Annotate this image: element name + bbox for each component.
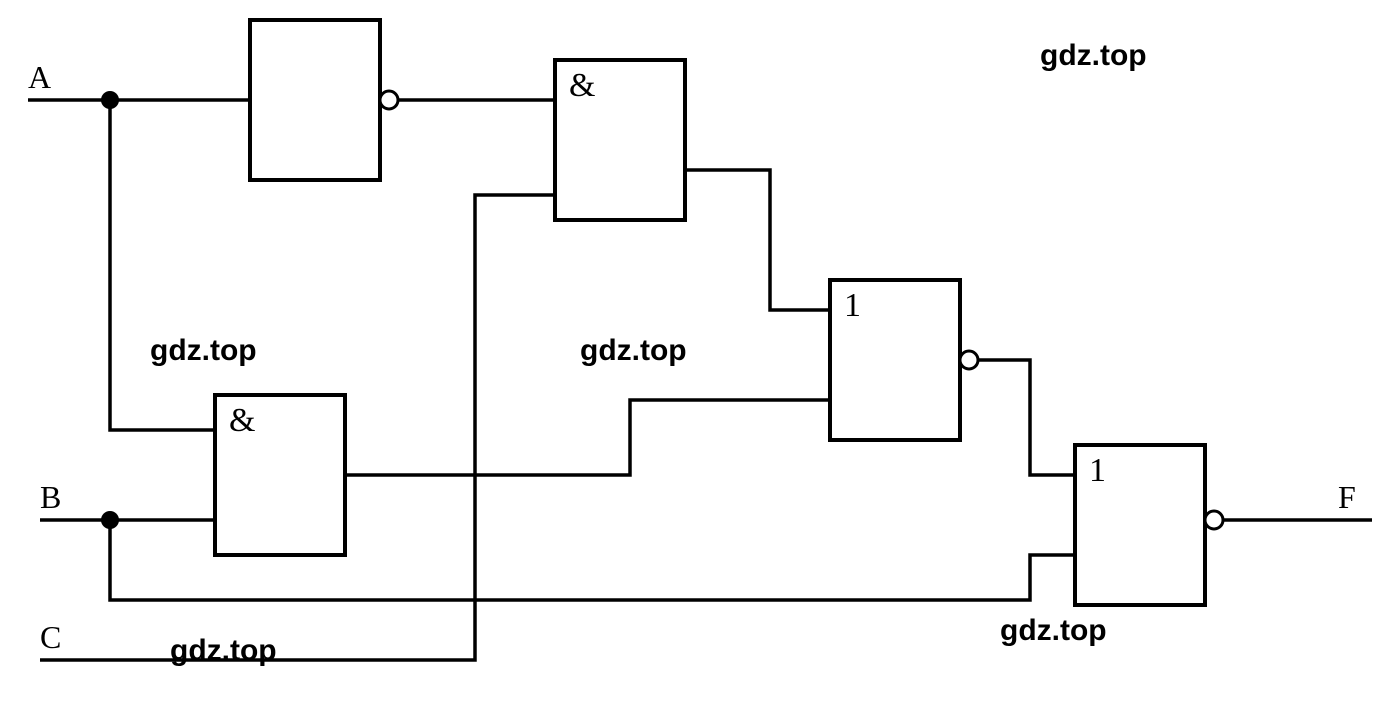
gate-label-or1: 1 [844, 287, 861, 324]
inv-circle-or1 [960, 351, 978, 369]
wire-1 [110, 100, 215, 430]
inv-circle-not1 [380, 91, 398, 109]
junction-0 [101, 91, 119, 109]
gate-or1: 1 [830, 280, 978, 440]
gate-label-or2: 1 [1089, 452, 1106, 489]
watermark-3: gdz.top [1000, 614, 1107, 647]
wire-7 [685, 170, 830, 310]
gate-rect-not1 [250, 20, 380, 180]
watermark-2: gdz.top [580, 334, 687, 367]
logic-circuit-diagram: & & 1 1 A B C Fgdz.top gdz.top gdz.top gdz.top gdz.… [0, 0, 1379, 709]
wire-6 [345, 400, 830, 475]
junction-1 [101, 511, 119, 529]
watermark-0: gdz.top [1040, 39, 1147, 72]
gate-label-and2: & [229, 402, 255, 439]
input-label-C: C [40, 619, 61, 655]
gate-not1 [250, 20, 398, 180]
wire-8 [978, 360, 1075, 475]
watermark-4: gdz.top [170, 634, 277, 667]
gate-and2: & [215, 395, 345, 555]
gate-label-and1: & [569, 67, 595, 104]
gate-or2: 1 [1075, 445, 1223, 605]
gate-and1: & [555, 60, 685, 220]
inv-circle-or2 [1205, 511, 1223, 529]
watermark-1: gdz.top [150, 334, 257, 367]
input-label-A: A [28, 59, 51, 95]
output-label-F: F [1338, 479, 1356, 515]
input-label-B: B [40, 479, 61, 515]
